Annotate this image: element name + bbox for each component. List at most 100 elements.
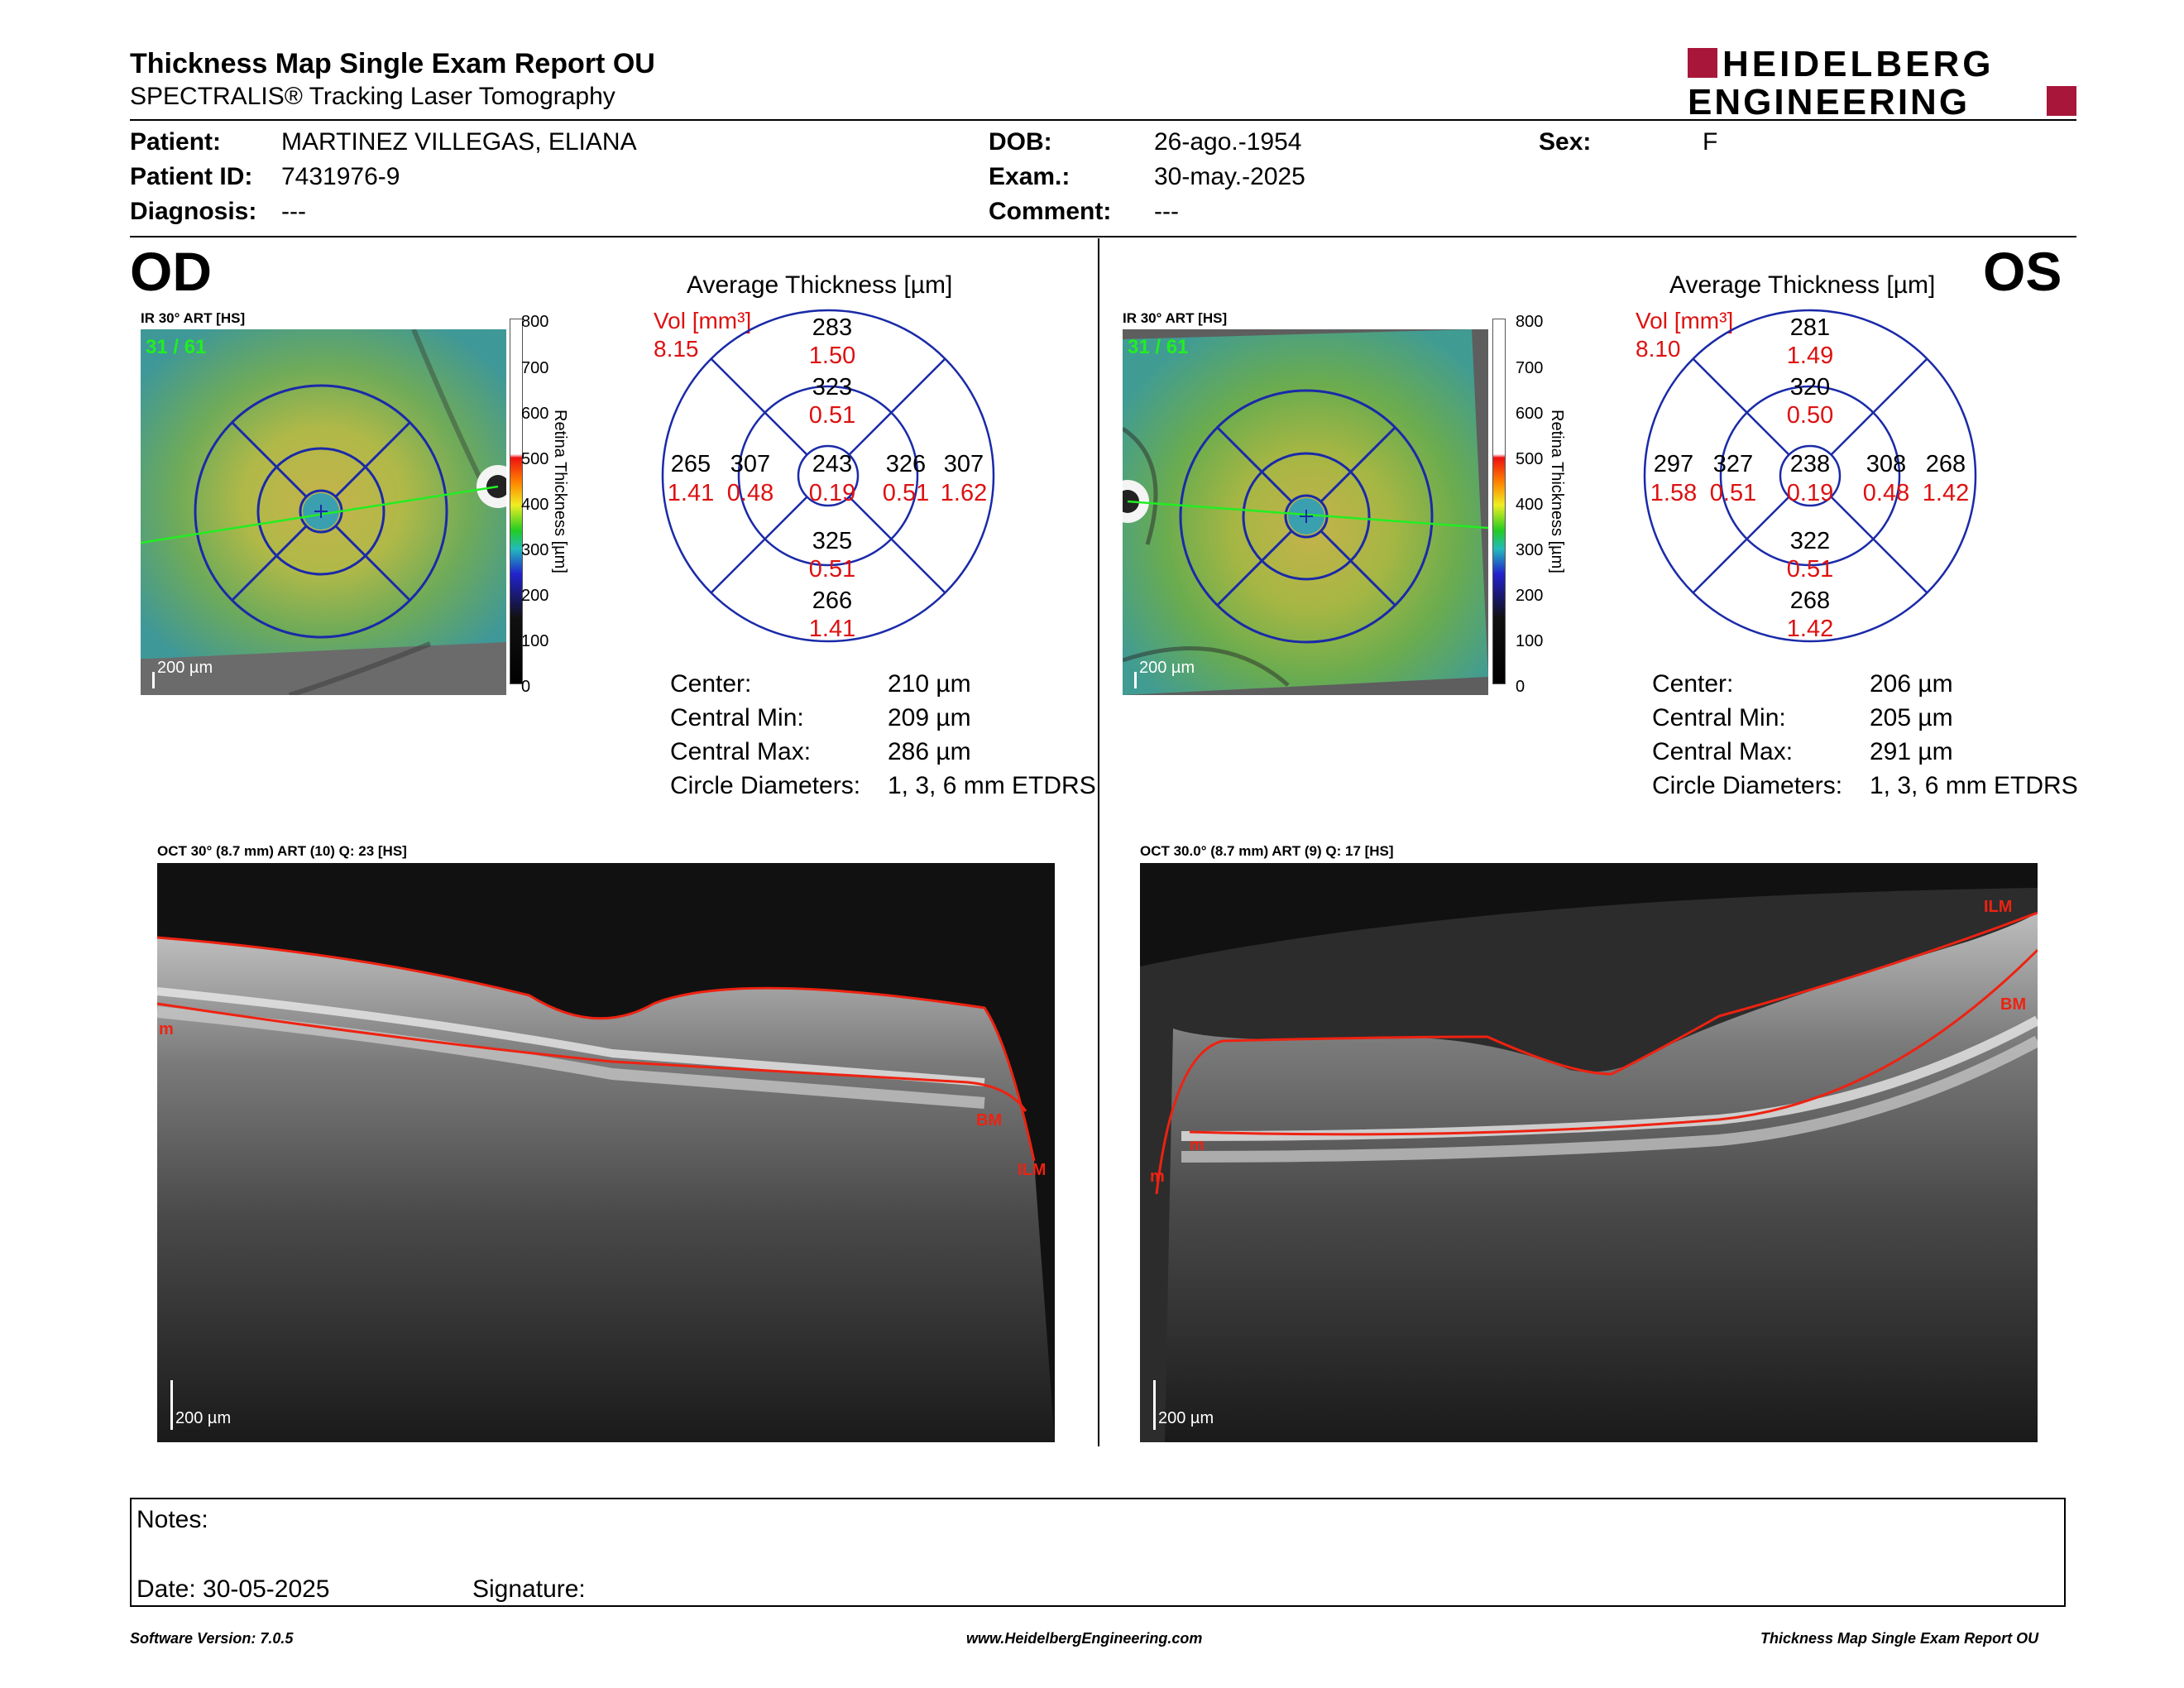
od-oct-tag: BM <box>976 1111 1003 1129</box>
od-outer-inf-vol: 1.41 <box>808 616 856 642</box>
logo-line2: ENGINEERING <box>1688 82 1970 117</box>
od-avg-title: Average Thickness [µm] <box>687 271 953 299</box>
os-cbar-tick: 600 <box>1516 405 1544 423</box>
os-stat-label: Center: <box>1652 670 1734 698</box>
od-eye-label: OD <box>130 241 212 302</box>
od-inner-inf-thick: 325 <box>812 528 853 554</box>
patient-divider <box>130 236 2076 237</box>
od-inner-nas-vol: 0.51 <box>882 480 930 506</box>
os-eye-label: OS <box>1983 241 2062 302</box>
od-outer-temp-thick: 265 <box>670 451 711 477</box>
os-outer-nas-vol: 1.42 <box>1922 480 1970 506</box>
patient-id-label: Patient ID: <box>130 163 253 190</box>
os-cbar-tick: 800 <box>1516 313 1544 331</box>
od-oct-label: OCT 30° (8.7 mm) ART (10) Q: 23 [HS] <box>157 843 407 859</box>
os-outer-temp-vol: 1.58 <box>1650 480 1698 506</box>
date-label: Date: 30-05-2025 <box>136 1575 330 1603</box>
os-oct-tag: m <box>1150 1168 1165 1186</box>
os-vol-value: 8.10 <box>1636 336 1681 362</box>
footer-report: Thickness Map Single Exam Report OU <box>1760 1630 2039 1647</box>
os-stat-value: 205 µm <box>1870 704 1953 731</box>
os-inner-temp-thick: 327 <box>1712 451 1754 477</box>
os-stat-label: Central Max: <box>1652 738 1794 765</box>
os-stat-value: 206 µm <box>1870 670 1953 698</box>
os-outer-sup-thick: 281 <box>1789 314 1831 341</box>
od-fundus-image: 31 / 61 200 µm <box>141 329 506 695</box>
od-etdrs-grid <box>661 309 995 643</box>
os-oct-label: OCT 30.0° (8.7 mm) ART (9) Q: 17 [HS] <box>1140 843 1394 859</box>
od-stat-value: 209 µm <box>888 704 971 731</box>
signature-label: Signature: <box>472 1575 586 1603</box>
os-cbar-tick: 100 <box>1516 632 1544 650</box>
os-vol-label: Vol [mm³] <box>1636 308 1734 333</box>
od-outer-sup-thick: 283 <box>812 314 853 341</box>
patient-label: Patient: <box>130 128 222 156</box>
os-oct-tag: m <box>1190 1136 1205 1154</box>
od-stat-label: Center: <box>670 670 752 698</box>
os-cbar-tick: 500 <box>1516 450 1544 468</box>
comment-value: --- <box>1154 198 1179 225</box>
os-fundus-image: 31 / 61 200 µm <box>1123 329 1488 695</box>
exam-label: Exam.: <box>989 163 1070 190</box>
od-outer-nas-thick: 307 <box>943 451 984 477</box>
os-cbar-tick: 0 <box>1516 678 1525 696</box>
os-oct-bscan: ILM BM m m 200 µm <box>1140 863 2038 1442</box>
od-inner-nas-thick: 326 <box>885 451 927 477</box>
od-cbar-tick: 400 <box>521 496 549 514</box>
footer-website[interactable]: www.HeidelbergEngineering.com <box>966 1630 1203 1647</box>
od-vol-value: 8.15 <box>654 336 699 362</box>
os-outer-inf-thick: 268 <box>1789 587 1831 614</box>
os-inner-inf-thick: 322 <box>1789 528 1831 554</box>
od-cbar-tick: 500 <box>521 450 549 468</box>
os-oct-tag: BM <box>2000 995 2027 1014</box>
report-subtitle: SPECTRALIS® Tracking Laser Tomography <box>130 83 615 110</box>
od-inner-temp-thick: 307 <box>730 451 771 477</box>
od-stat-value: 1, 3, 6 mm ETDRS <box>888 772 1096 799</box>
os-scale-label: 200 µm <box>1139 659 1195 677</box>
od-inner-inf-vol: 0.51 <box>808 556 856 583</box>
os-inner-nas-vol: 0.48 <box>1862 480 1910 506</box>
od-cbar-tick: 600 <box>521 405 549 423</box>
os-cbar-tick: 300 <box>1516 541 1544 559</box>
os-colorbar <box>1492 319 1506 684</box>
od-oct-tag: m <box>159 1020 174 1038</box>
od-inner-sup-vol: 0.51 <box>808 402 856 429</box>
eye-divider <box>1098 238 1099 1446</box>
od-colorbar-label: Retina Thickness [µm] <box>551 410 569 573</box>
dob-label: DOB: <box>989 128 1052 156</box>
os-stat-value: 291 µm <box>1870 738 1953 765</box>
heidelberg-logo: HEIDELBERG ENGINEERING <box>1688 45 2076 117</box>
os-inner-temp-vol: 0.51 <box>1709 480 1757 506</box>
os-etdrs-grid <box>1643 309 1977 643</box>
od-center-thick: 243 <box>812 451 853 477</box>
os-colorbar-label: Retina Thickness [µm] <box>1548 410 1566 573</box>
od-cbar-tick: 0 <box>521 678 531 696</box>
comment-label: Comment: <box>989 198 1112 225</box>
report-title: Thickness Map Single Exam Report OU <box>130 48 655 79</box>
od-inner-temp-vol: 0.48 <box>726 480 774 506</box>
os-inner-inf-vol: 0.51 <box>1786 556 1834 583</box>
os-center-thick: 238 <box>1789 451 1831 477</box>
os-ir-label: IR 30° ART [HS] <box>1123 310 1228 326</box>
os-avg-title: Average Thickness [µm] <box>1669 271 1936 299</box>
od-frame-counter: 31 / 61 <box>146 336 207 358</box>
diagnosis-value: --- <box>281 198 306 225</box>
os-oct-tag: ILM <box>1984 898 2013 916</box>
footer-software: Software Version: 7.0.5 <box>130 1630 294 1647</box>
od-outer-nas-vol: 1.62 <box>940 480 988 506</box>
od-colorbar-ticks: 800 700 600 500 400 300 200 100 0 <box>521 313 554 696</box>
os-stat-label: Central Min: <box>1652 704 1786 731</box>
od-scale-bar <box>152 672 155 688</box>
od-center-vol: 0.19 <box>808 480 856 506</box>
od-scale-label: 200 µm <box>157 659 213 677</box>
od-stat-label: Circle Diameters: <box>670 772 861 799</box>
patient-id: 7431976-9 <box>281 163 400 190</box>
exam-value: 30-may.-2025 <box>1154 163 1305 190</box>
sex-value: F <box>1703 128 1718 156</box>
os-scale-bar <box>1134 672 1137 688</box>
os-outer-sup-vol: 1.49 <box>1786 343 1834 369</box>
notes-label: Notes: <box>136 1506 208 1533</box>
od-stat-label: Central Max: <box>670 738 812 765</box>
os-center-vol: 0.19 <box>1786 480 1834 506</box>
od-oct-scale-bar <box>170 1380 173 1430</box>
